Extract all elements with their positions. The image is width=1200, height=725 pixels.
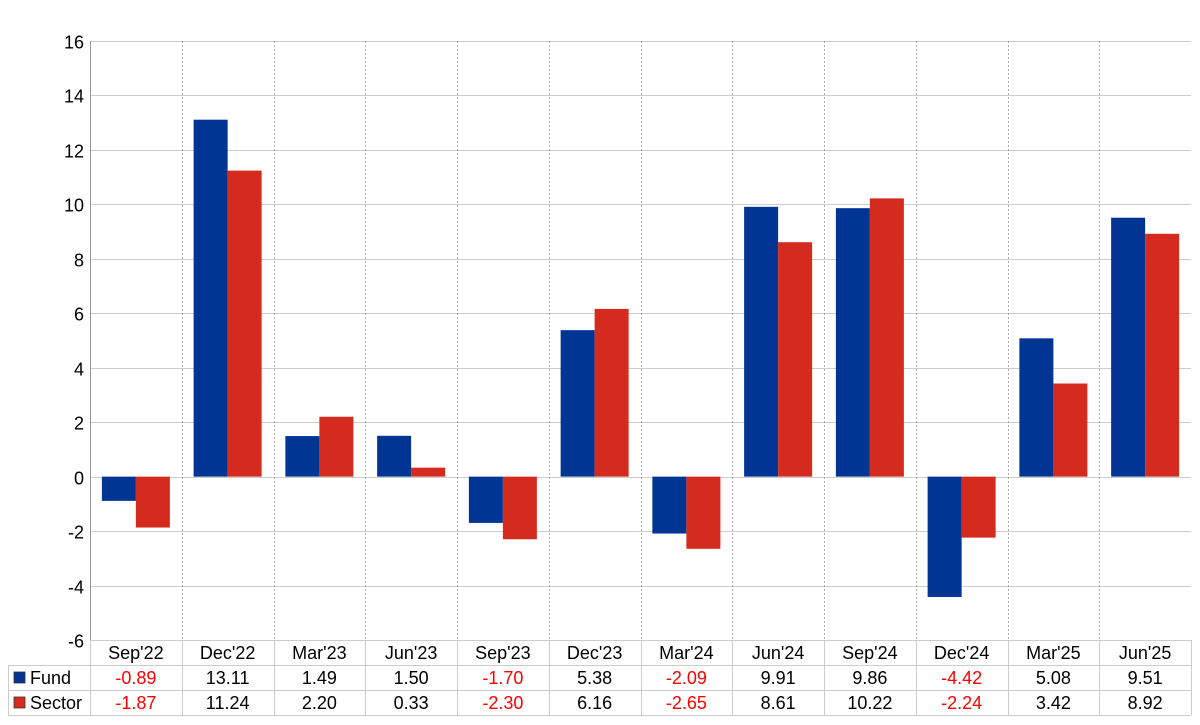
- y-tick-label: 2: [74, 414, 84, 434]
- bar-fund: [285, 436, 320, 477]
- data-label-sector: 8.61: [761, 693, 796, 713]
- y-tick-label: 12: [64, 142, 84, 162]
- legend-label-sector: Sector: [30, 693, 82, 713]
- bar-fund: [193, 119, 228, 477]
- bar-sector: [594, 308, 629, 477]
- bar-sector: [319, 416, 354, 477]
- legend-label-fund: Fund: [30, 668, 71, 688]
- bar-sector: [411, 467, 446, 477]
- y-tick-label: 0: [74, 469, 84, 489]
- x-tick-label: Dec'23: [567, 643, 622, 663]
- data-label-sector: 6.16: [577, 693, 612, 713]
- x-tick-label: Mar'23: [292, 643, 346, 663]
- legend-swatch-fund: [13, 671, 26, 684]
- data-label-sector: -2.30: [482, 693, 523, 713]
- bar-sector: [686, 476, 721, 549]
- y-tick-label: -2: [68, 523, 84, 543]
- bar-sector: [1053, 383, 1088, 477]
- bar-fund: [744, 206, 779, 477]
- y-tick-label: 8: [74, 251, 84, 271]
- bar-sector: [961, 476, 996, 538]
- bar-fund: [652, 476, 687, 534]
- bar-fund: [560, 330, 595, 477]
- data-label-sector: 3.42: [1036, 693, 1071, 713]
- data-label-sector: 10.22: [847, 693, 892, 713]
- x-tick-label: Mar'25: [1026, 643, 1080, 663]
- y-tick-label: -4: [68, 578, 84, 598]
- x-tick-label: Dec'24: [934, 643, 989, 663]
- data-label-fund: 1.49: [302, 668, 337, 688]
- data-label-fund: 9.51: [1128, 668, 1163, 688]
- x-tick-label: Sep'24: [842, 643, 898, 663]
- bar-sector: [1145, 233, 1180, 477]
- data-label-sector: 11.24: [206, 693, 250, 713]
- bar-sector: [227, 170, 262, 477]
- bar-fund: [101, 476, 136, 501]
- bar-sector: [778, 242, 813, 477]
- data-label-fund: 9.91: [761, 668, 796, 688]
- data-label-fund: -0.89: [115, 668, 156, 688]
- data-label-fund: 5.38: [577, 668, 612, 688]
- data-label-fund: 13.11: [206, 668, 250, 688]
- y-tick-label: -6: [68, 632, 84, 652]
- bar-fund: [468, 476, 503, 523]
- y-tick-label: 6: [74, 305, 84, 325]
- legend-swatch-sector: [13, 696, 26, 709]
- x-tick-label: Sep'23: [475, 643, 531, 663]
- y-tick-label: 4: [74, 360, 84, 380]
- bar-sector: [869, 198, 904, 477]
- data-label-sector: -2.65: [666, 693, 707, 713]
- data-label-sector: 8.92: [1128, 693, 1163, 713]
- bar-fund: [927, 476, 962, 597]
- bar-fund: [1019, 338, 1054, 477]
- x-tick-label: Sep'22: [108, 643, 164, 663]
- data-label-sector: -1.87: [115, 693, 156, 713]
- bar-sector: [502, 476, 537, 540]
- x-tick-label: Dec'22: [200, 643, 255, 663]
- x-tick-label: Jun'24: [752, 643, 804, 663]
- bar-sector: [135, 476, 170, 528]
- data-label-sector: -2.24: [941, 693, 982, 713]
- x-tick-label: Jun'23: [385, 643, 437, 663]
- data-label-fund: 9.86: [852, 668, 887, 688]
- y-tick-label: 16: [64, 33, 84, 53]
- data-label-fund: -1.70: [482, 668, 523, 688]
- data-label-sector: 2.20: [302, 693, 337, 713]
- y-tick-label: 10: [64, 196, 84, 216]
- data-label-fund: -2.09: [666, 668, 707, 688]
- data-label-fund: -4.42: [941, 668, 982, 688]
- data-label-fund: 1.50: [394, 668, 429, 688]
- y-tick-label: 14: [64, 87, 84, 107]
- data-label-sector: 0.33: [394, 693, 429, 713]
- bar-fund: [377, 435, 412, 477]
- x-tick-label: Mar'24: [659, 643, 713, 663]
- data-label-fund: 5.08: [1036, 668, 1071, 688]
- plot-area: [90, 41, 1191, 640]
- bar-fund: [1111, 217, 1146, 477]
- x-tick-label: Jun'25: [1119, 643, 1171, 663]
- bar-fund: [835, 208, 870, 477]
